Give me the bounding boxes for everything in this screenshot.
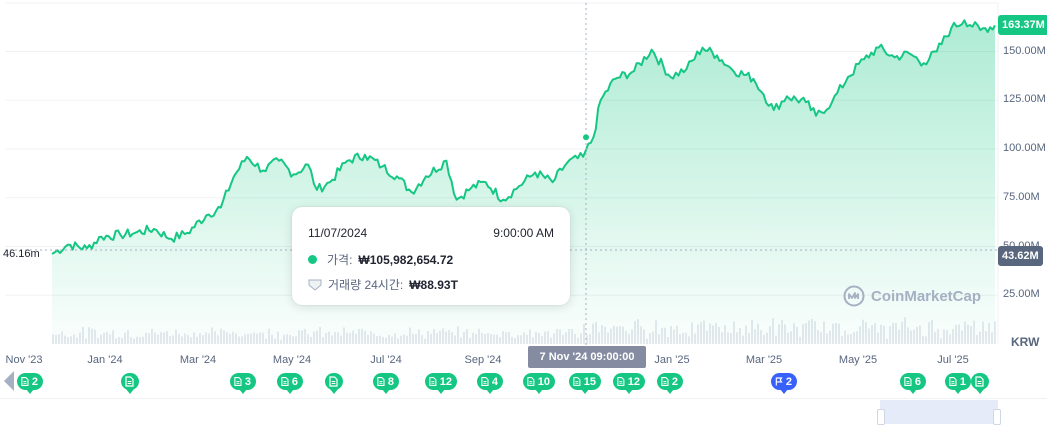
news-badge[interactable]: 10	[523, 373, 555, 394]
x-tick-label: Mar '25	[745, 354, 783, 366]
document-icon	[329, 376, 338, 387]
y-tick-label: 125.00M	[1003, 93, 1046, 106]
news-count: 4	[491, 375, 498, 388]
range-navigator[interactable]	[0, 398, 1047, 425]
news-count: 3	[244, 375, 251, 388]
y-tick-label: 150.00M	[1003, 44, 1046, 57]
document-icon	[481, 377, 489, 386]
start-price-label: 46.16m	[3, 248, 40, 260]
news-count: 1	[959, 375, 966, 388]
document-icon	[904, 377, 912, 386]
y-tick-label: 25.00M	[1003, 288, 1040, 301]
y-tick-label: 75.00M	[1003, 190, 1040, 203]
document-icon	[617, 377, 625, 386]
flag-icon	[775, 377, 783, 386]
event-flag-badge[interactable]: 2	[771, 373, 797, 394]
coinmarketcap-logo-icon	[843, 285, 865, 307]
x-tick-label: Jul '24	[370, 354, 402, 366]
volume-icon	[308, 279, 322, 291]
scroll-left-arrow-icon[interactable]	[4, 371, 14, 391]
price-tooltip: 11/07/2024 9:00:00 AM 가격: ₩105,982,654.7…	[292, 207, 570, 305]
tooltip-price-label: 가격:	[327, 253, 353, 267]
news-badge[interactable]: 12	[613, 373, 645, 394]
tooltip-date: 11/07/2024	[308, 226, 368, 240]
news-count: 6	[914, 375, 921, 388]
news-badge[interactable]: 6	[900, 373, 926, 394]
start-price-value: 46.16m	[3, 248, 40, 260]
document-icon	[573, 377, 581, 386]
price-area	[52, 20, 995, 345]
document-icon	[21, 377, 29, 386]
news-badge[interactable]: 8	[373, 373, 399, 394]
x-tick-label: Jan '24	[87, 354, 123, 366]
news-badge[interactable]: 2	[17, 373, 43, 394]
news-badge[interactable]: 1	[945, 373, 971, 394]
news-count: 2	[671, 375, 678, 388]
price-dot-icon	[308, 255, 317, 264]
crosshair-date-value: 7 Nov '24 09:00:00	[539, 351, 635, 363]
crosshair-dot	[582, 133, 590, 142]
news-badge[interactable]: 6	[277, 373, 303, 394]
range-handle-left[interactable]	[877, 409, 885, 425]
news-badge[interactable]: 3	[230, 373, 256, 394]
news-badge[interactable]: 12	[425, 373, 457, 394]
news-count: 2	[785, 375, 792, 388]
tooltip-volume-value: ₩88.93T	[409, 277, 458, 292]
tooltip-volume-row: 거래량 24시간: ₩88.93T	[308, 276, 458, 293]
min-price-value: 43.62M	[1002, 250, 1039, 262]
range-navigator-window[interactable]	[880, 400, 998, 424]
news-badge[interactable]	[971, 373, 989, 394]
news-count: 12	[627, 375, 640, 388]
tooltip-time: 9:00:00 AM	[493, 226, 554, 240]
news-badge[interactable]: 15	[569, 373, 601, 394]
news-badge[interactable]	[325, 373, 343, 394]
price-line	[51, 19, 996, 255]
x-tick-label: May '25	[838, 354, 878, 366]
min-price-tag: 43.62M	[998, 246, 1043, 266]
tooltip-price-value: ₩105,982,654.72	[358, 252, 454, 267]
crosshair-date-label: 7 Nov '24 09:00:00	[528, 346, 646, 368]
news-count: 2	[31, 375, 38, 388]
x-tick-label: Jan '25	[654, 354, 690, 366]
document-icon	[661, 377, 669, 386]
range-handle-right[interactable]	[993, 409, 1001, 425]
document-icon	[975, 376, 984, 387]
tooltip-price-row: 가격: ₩105,982,654.72	[308, 251, 453, 268]
document-icon	[429, 377, 437, 386]
current-price-value: 163.37M	[1002, 19, 1045, 31]
x-tick-label: Nov '23	[5, 354, 43, 366]
x-tick-label: Mar '24	[179, 354, 217, 366]
news-count: 15	[583, 375, 596, 388]
document-icon	[125, 376, 134, 387]
news-badge[interactable]: 4	[477, 373, 503, 394]
x-tick-label: Jul '25	[937, 354, 969, 366]
news-count: 10	[537, 375, 550, 388]
document-icon	[281, 377, 289, 386]
document-icon	[377, 377, 385, 386]
news-count: 8	[387, 375, 394, 388]
document-icon	[527, 377, 535, 386]
news-badge[interactable]	[121, 373, 139, 394]
x-tick-label: Sep '24	[464, 354, 502, 366]
news-count: 12	[439, 375, 452, 388]
y-tick-label: 100.00M	[1003, 142, 1046, 154]
coinmarketcap-watermark: CoinMarketCap	[843, 285, 981, 307]
tooltip-volume-label: 거래량 24시간:	[328, 278, 404, 292]
current-price-tag: 163.37M	[998, 15, 1047, 35]
watermark-text: CoinMarketCap	[871, 287, 982, 305]
news-badge[interactable]: 2	[657, 373, 683, 394]
document-icon	[949, 377, 957, 386]
news-count: 6	[291, 375, 298, 388]
x-tick-label: May '24	[272, 354, 312, 366]
currency-label: KRW	[1011, 335, 1040, 349]
document-icon	[234, 377, 242, 386]
